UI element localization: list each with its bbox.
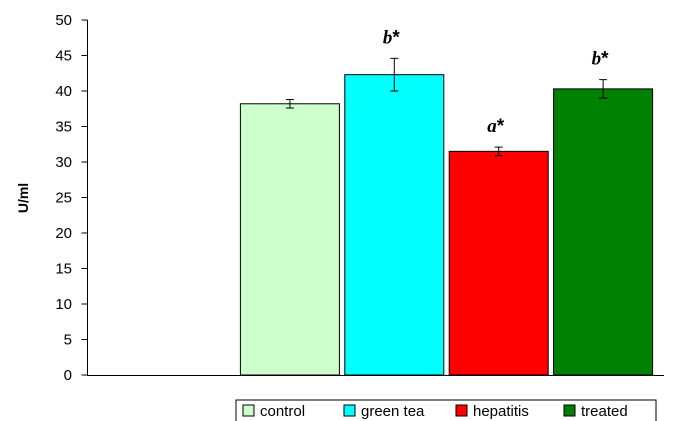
- y-axis-label: U/ml: [15, 183, 31, 213]
- bar-green-tea: [344, 74, 445, 376]
- significance-label: a*: [487, 116, 505, 137]
- bar-hepatitis: [448, 150, 549, 376]
- y-tick-label: 30: [55, 154, 72, 171]
- significance-label: b*: [383, 27, 401, 48]
- bars: b* a* b*: [239, 27, 654, 376]
- legend-swatch: [343, 404, 356, 417]
- y-tick-label: 0: [64, 367, 72, 384]
- legend-label: hepatitis: [473, 403, 529, 420]
- y-tick-label: 10: [55, 296, 72, 313]
- y-axis: 0 5 10 15 20 25 30 35 40 45 50: [55, 12, 88, 384]
- legend-box: [235, 399, 657, 421]
- significance-label: b*: [592, 49, 610, 70]
- legend-label: control: [260, 403, 305, 420]
- legend-swatch: [455, 404, 468, 417]
- y-tick-label: 40: [55, 83, 72, 100]
- legend: control green tea hepatitis treated: [235, 399, 657, 421]
- y-tick-label: 45: [55, 48, 72, 65]
- legend-label: treated: [581, 403, 628, 420]
- legend-label: green tea: [361, 403, 425, 420]
- bar-control: [239, 103, 340, 376]
- bar-treated: [553, 88, 654, 376]
- legend-swatch: [242, 404, 255, 417]
- y-tick-label: 15: [55, 261, 72, 278]
- y-tick-label: 50: [55, 12, 72, 29]
- y-tick-label: 25: [55, 190, 72, 207]
- legend-swatch: [563, 404, 576, 417]
- y-tick-label: 5: [64, 332, 72, 349]
- y-tick-label: 20: [55, 225, 72, 242]
- y-tick-label: 35: [55, 119, 72, 136]
